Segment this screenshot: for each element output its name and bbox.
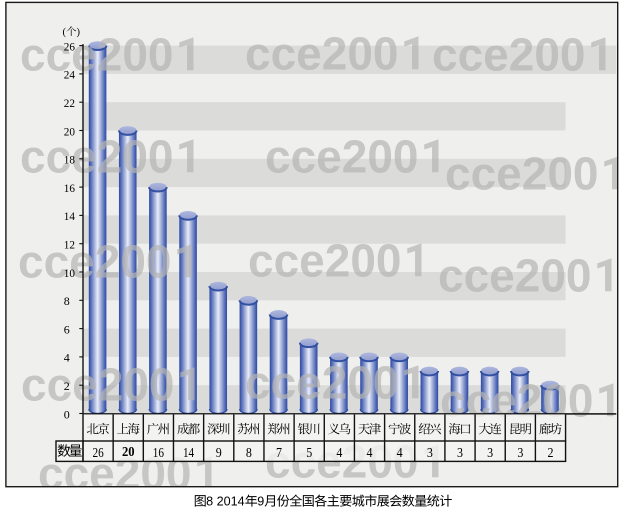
svg-text:0: 0: [64, 407, 70, 421]
svg-text:14: 14: [64, 209, 75, 223]
svg-text:10: 10: [64, 266, 75, 280]
svg-text:): ): [77, 27, 81, 38]
svg-text:12: 12: [64, 238, 75, 252]
svg-text:3: 3: [427, 446, 433, 461]
svg-text:4: 4: [336, 446, 342, 461]
svg-text:26: 26: [92, 446, 103, 461]
svg-text:3: 3: [457, 446, 463, 461]
svg-text:9: 9: [257, 495, 264, 509]
svg-text:16: 16: [153, 446, 164, 461]
svg-text:2: 2: [547, 446, 553, 461]
svg-text:4: 4: [397, 446, 403, 461]
svg-text:3: 3: [517, 446, 523, 461]
svg-text:9: 9: [216, 446, 222, 461]
svg-text:(: (: [63, 27, 67, 38]
svg-text:4: 4: [64, 351, 70, 365]
svg-text:4: 4: [367, 446, 373, 461]
svg-text:8: 8: [246, 446, 252, 461]
svg-text:5: 5: [306, 446, 312, 461]
svg-text:22: 22: [64, 96, 75, 110]
svg-text:7: 7: [276, 446, 282, 461]
svg-text:20: 20: [122, 445, 135, 460]
svg-text:26: 26: [64, 39, 75, 53]
svg-text:6: 6: [64, 322, 70, 336]
svg-text:8: 8: [64, 294, 70, 308]
svg-text:18: 18: [64, 153, 75, 167]
svg-text:8 2014: 8 2014: [206, 495, 245, 509]
svg-text:16: 16: [64, 181, 75, 195]
svg-text:14: 14: [183, 446, 194, 461]
svg-text:24: 24: [64, 68, 75, 82]
svg-text:20: 20: [64, 124, 75, 138]
svg-text:3: 3: [487, 446, 493, 461]
svg-text:2: 2: [64, 379, 70, 393]
